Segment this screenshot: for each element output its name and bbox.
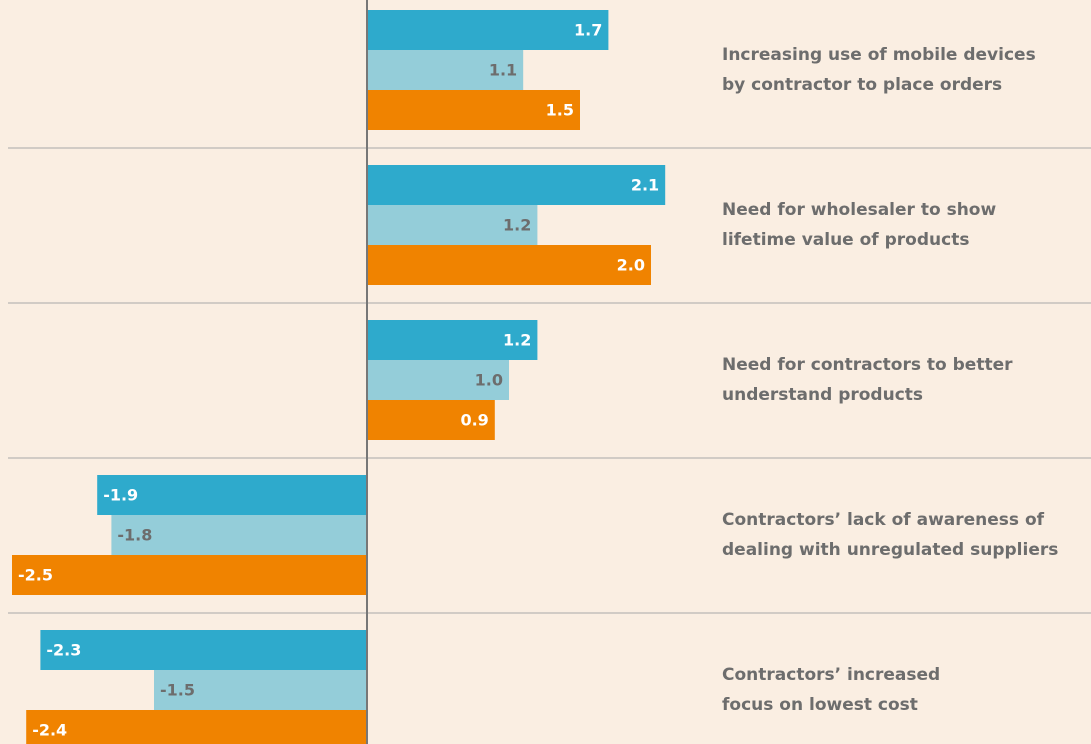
category-label: Contractors’ lack of awareness of — [722, 510, 1045, 530]
bar — [367, 400, 495, 440]
value-label: 1.2 — [503, 331, 531, 350]
value-label: -2.3 — [46, 641, 81, 660]
value-label: 2.0 — [617, 256, 645, 275]
bar — [97, 475, 367, 515]
value-label: 2.1 — [631, 176, 659, 195]
category-label: by contractor to place orders — [722, 75, 1002, 95]
value-label: -1.8 — [117, 526, 152, 545]
category-label: Contractors’ increased — [722, 665, 940, 685]
category-label: Increasing use of mobile devices — [722, 45, 1036, 65]
value-label: 1.1 — [489, 61, 517, 80]
bar — [367, 10, 609, 50]
value-label: 1.0 — [475, 371, 503, 390]
value-label: -1.9 — [103, 486, 138, 505]
value-label: 1.5 — [546, 101, 574, 120]
category-label: dealing with unregulated suppliers — [722, 540, 1058, 560]
value-label: -1.5 — [160, 681, 195, 700]
category-label: focus on lowest cost — [722, 695, 918, 715]
bar — [367, 90, 580, 130]
bar — [367, 320, 538, 360]
bar — [111, 515, 368, 555]
bar — [367, 360, 509, 400]
bar — [12, 555, 367, 595]
bar — [40, 630, 368, 670]
bar — [367, 165, 666, 205]
value-label: 0.9 — [460, 411, 488, 430]
value-label: -2.5 — [18, 566, 53, 585]
category-label: understand products — [722, 385, 923, 405]
category-label: Need for wholesaler to show — [722, 200, 996, 220]
bar — [367, 245, 651, 285]
bar — [26, 710, 367, 744]
bar — [367, 205, 538, 245]
bar — [154, 670, 367, 710]
bar — [367, 50, 524, 90]
value-label: 1.7 — [574, 21, 602, 40]
value-label: -2.4 — [32, 721, 67, 740]
category-label: Need for contractors to better — [722, 355, 1013, 375]
value-label: 1.2 — [503, 216, 531, 235]
category-label: lifetime value of products — [722, 230, 969, 250]
